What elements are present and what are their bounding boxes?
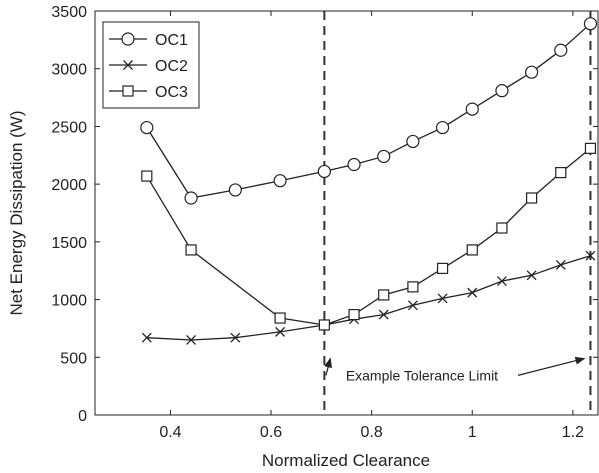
point xyxy=(121,32,135,46)
series-group xyxy=(140,17,598,345)
point xyxy=(406,134,420,149)
point xyxy=(437,293,448,304)
annotation-arrow xyxy=(517,356,586,376)
series-line xyxy=(146,255,591,341)
point xyxy=(465,102,479,116)
annotation-arrow xyxy=(324,357,332,376)
y-axis: 0 500 1000 1500 2000 2500 3000 3500 xyxy=(51,4,598,425)
point xyxy=(141,170,153,182)
series-oc1 xyxy=(140,17,598,205)
y-tick-label: 0 xyxy=(78,408,87,425)
point xyxy=(496,222,508,234)
point xyxy=(495,84,509,98)
point xyxy=(274,312,286,324)
point xyxy=(583,17,598,31)
point xyxy=(378,309,389,320)
point-stroke xyxy=(407,300,418,311)
y-tick-label: 2000 xyxy=(51,177,87,194)
point xyxy=(185,244,197,256)
point xyxy=(496,276,507,287)
point xyxy=(554,43,568,57)
annotation: Example Tolerance Limit xyxy=(324,356,586,383)
point xyxy=(228,183,242,197)
x-tick-label: 1.2 xyxy=(562,424,584,441)
y-tick-label: 1500 xyxy=(51,235,87,252)
legend-item-oc1: OC1 xyxy=(109,32,188,49)
point xyxy=(467,287,478,298)
point xyxy=(584,142,597,154)
point-stroke xyxy=(275,326,286,337)
point-stroke xyxy=(230,332,241,343)
x-axis: 0.4 0.6 0.8 1 1.2 xyxy=(159,11,584,441)
legend-label: OC2 xyxy=(155,58,188,75)
series-oc2 xyxy=(141,250,596,345)
point xyxy=(466,244,478,256)
x-tick-label: 0.8 xyxy=(361,424,383,441)
point xyxy=(123,60,133,70)
y-tick-label: 1000 xyxy=(51,293,87,310)
point xyxy=(122,85,134,97)
plot-frame xyxy=(94,10,599,416)
annotation-text: Example Tolerance Limit xyxy=(346,367,498,383)
point xyxy=(407,300,418,311)
y-tick-label: 3000 xyxy=(51,62,87,79)
point xyxy=(184,191,198,205)
point xyxy=(230,332,241,343)
y-tick-label: 2500 xyxy=(51,119,87,136)
point xyxy=(436,262,449,275)
x-tick-label: 0.4 xyxy=(159,424,181,441)
series-oc3 xyxy=(141,142,597,331)
y-axis-label: Net Energy Dissipation (W) xyxy=(7,110,26,315)
point-stroke xyxy=(123,60,133,70)
point xyxy=(585,250,596,261)
point xyxy=(525,65,539,79)
point xyxy=(186,335,197,345)
x-tick-label: 0.6 xyxy=(260,424,282,441)
point xyxy=(318,319,330,331)
point-stroke xyxy=(496,276,507,287)
legend-label: OC3 xyxy=(155,84,188,101)
y-tick-label: 500 xyxy=(60,350,87,367)
reference-lines xyxy=(323,11,592,415)
point xyxy=(555,167,567,179)
point-stroke xyxy=(378,309,389,320)
point xyxy=(377,149,391,164)
x-axis-label: Normalized Clearance xyxy=(262,451,430,470)
point-stroke xyxy=(186,335,197,345)
point xyxy=(347,157,361,172)
point xyxy=(378,289,390,301)
legend-item-oc2: OC2 xyxy=(109,58,188,75)
point xyxy=(348,308,360,321)
point-stroke xyxy=(141,332,152,343)
point xyxy=(526,192,538,204)
point xyxy=(526,270,537,281)
point-stroke xyxy=(467,287,478,298)
point xyxy=(435,120,450,135)
point xyxy=(273,174,287,188)
point xyxy=(140,120,154,135)
point-stroke xyxy=(585,250,596,261)
point-stroke xyxy=(526,270,537,281)
point-stroke xyxy=(555,259,566,270)
legend-item-oc3: OC3 xyxy=(109,84,188,101)
legend-label: OC1 xyxy=(155,32,188,49)
point xyxy=(141,332,152,343)
point-stroke xyxy=(437,293,448,304)
point xyxy=(275,326,286,337)
point xyxy=(555,259,566,270)
point xyxy=(407,281,419,293)
y-tick-label: 3500 xyxy=(51,4,87,21)
point xyxy=(317,164,331,179)
legend: OC1 OC2 OC3 xyxy=(102,21,200,109)
x-tick-label: 1 xyxy=(468,424,477,441)
